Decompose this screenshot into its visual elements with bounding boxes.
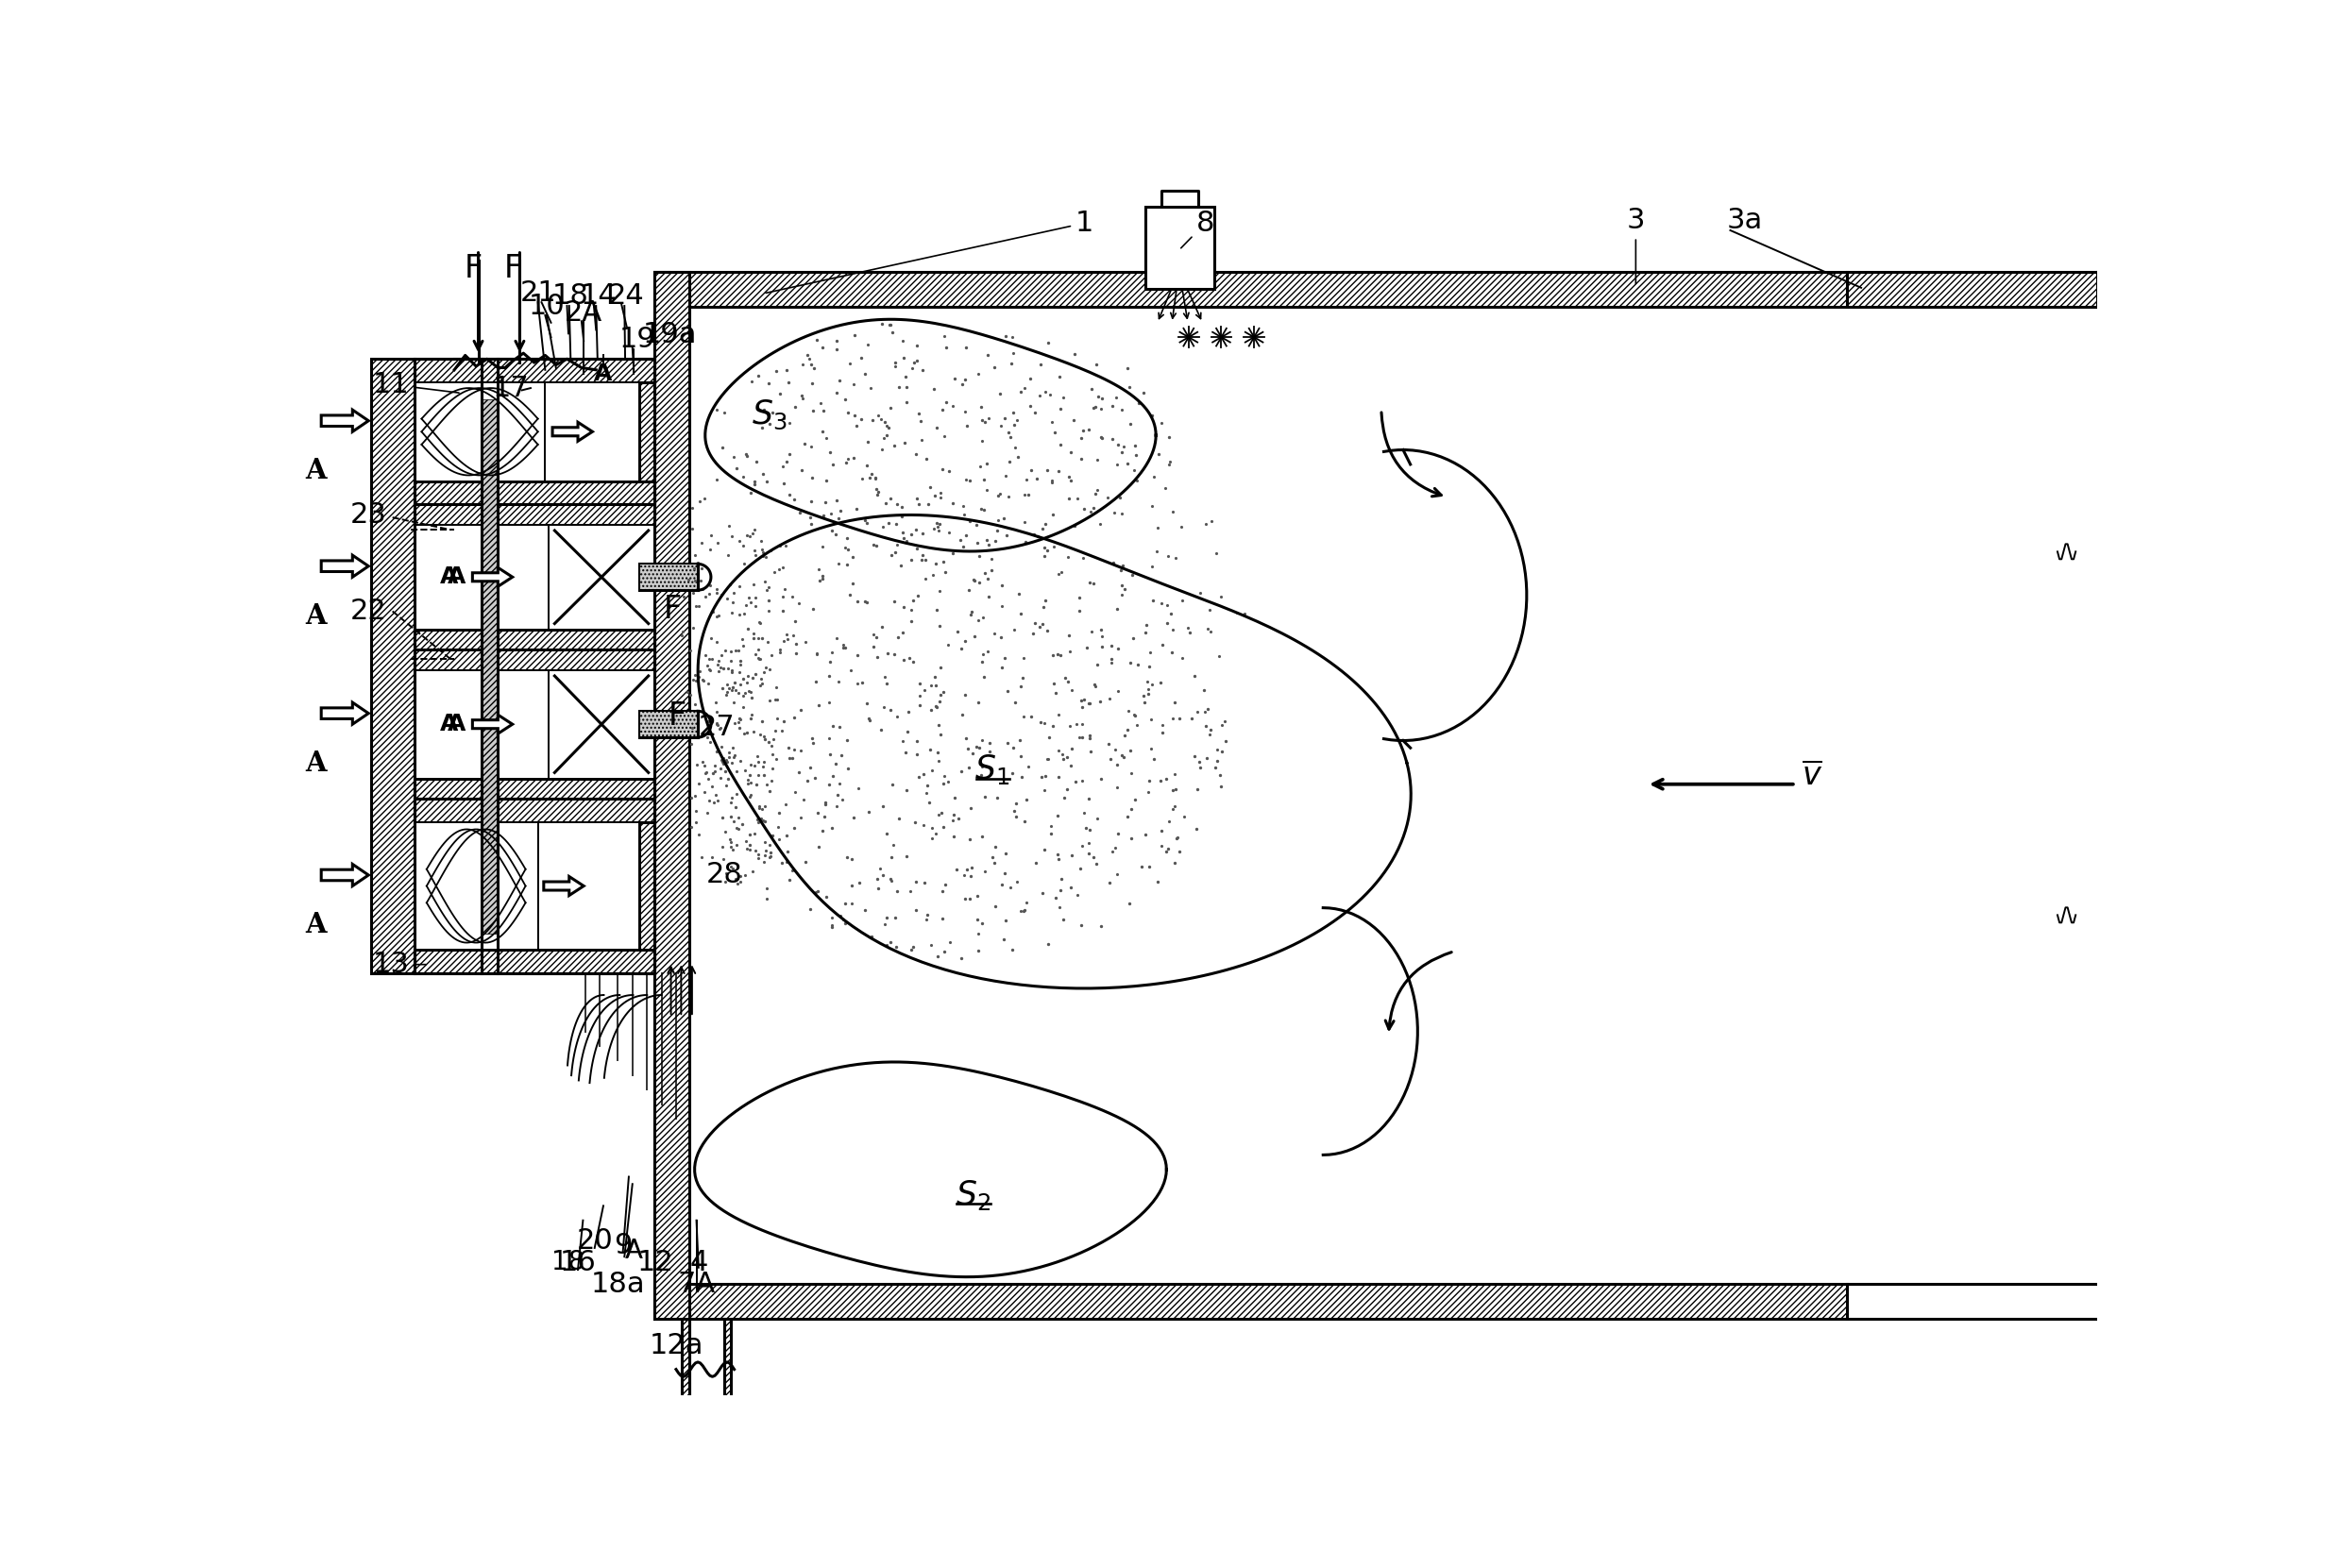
Bar (640, 712, 699, 737)
Text: 19a: 19a (643, 321, 696, 348)
Text: $\overline{v}$: $\overline{v}$ (1802, 760, 1823, 792)
Text: 12: 12 (638, 1248, 673, 1276)
Polygon shape (552, 422, 594, 441)
Text: F: F (668, 701, 687, 731)
Text: F: F (664, 594, 682, 626)
Text: 4: 4 (689, 1248, 708, 1276)
Bar (414, 481, 654, 505)
Bar (414, 629, 654, 649)
Bar (414, 798, 654, 820)
Bar (414, 525, 549, 629)
Text: 2A: 2A (566, 299, 603, 326)
Text: A: A (624, 1237, 643, 1264)
Text: 21: 21 (519, 279, 556, 307)
Bar (654, 1284, 1846, 1319)
Polygon shape (320, 702, 369, 724)
Polygon shape (320, 555, 369, 577)
Text: $S_3$: $S_3$ (753, 398, 788, 431)
Bar (640, 564, 699, 590)
Bar (654, 271, 668, 1319)
Text: 19: 19 (619, 326, 657, 353)
Bar (1846, 271, 2099, 307)
Text: A: A (446, 566, 465, 588)
Bar (372, 359, 414, 974)
Text: 7A: 7A (678, 1270, 715, 1298)
Text: 17: 17 (493, 375, 528, 401)
Text: F: F (465, 252, 481, 284)
Bar (549, 670, 654, 778)
Text: 24: 24 (608, 282, 645, 309)
Text: 3: 3 (1627, 207, 1645, 284)
Bar (414, 359, 654, 381)
Bar (414, 649, 654, 671)
Text: A: A (439, 566, 458, 588)
Text: 11: 11 (372, 370, 458, 398)
Bar (414, 359, 654, 974)
Text: 27: 27 (699, 713, 736, 742)
Text: 12a: 12a (650, 1331, 703, 1359)
Bar (453, 359, 596, 398)
Bar (414, 359, 654, 383)
Bar (640, 359, 654, 974)
Bar (414, 505, 654, 527)
Text: 18: 18 (552, 1250, 584, 1276)
Bar (414, 383, 545, 481)
Text: A: A (626, 1240, 643, 1262)
Bar (414, 822, 538, 950)
Text: 9: 9 (615, 1232, 631, 1259)
Text: 16: 16 (559, 1248, 596, 1276)
Bar (414, 778, 654, 798)
Bar (414, 649, 654, 670)
Text: 1: 1 (767, 210, 1094, 293)
Text: 20: 20 (577, 1228, 612, 1254)
Text: 22: 22 (351, 597, 388, 626)
Text: 10: 10 (528, 292, 566, 320)
Text: A: A (306, 911, 327, 939)
Polygon shape (472, 568, 512, 586)
Text: 14: 14 (580, 282, 617, 309)
Text: A: A (306, 602, 327, 630)
Text: A: A (439, 713, 458, 735)
Text: 13: 13 (372, 950, 425, 978)
Polygon shape (320, 864, 369, 886)
Text: 18a: 18a (591, 1270, 645, 1298)
Polygon shape (545, 877, 584, 895)
Text: A: A (306, 458, 327, 485)
Bar (481, 398, 498, 933)
Bar (538, 822, 640, 950)
Polygon shape (320, 409, 369, 431)
Bar (414, 952, 654, 974)
Text: A: A (594, 362, 612, 384)
Text: 28: 28 (706, 861, 743, 887)
Bar (549, 525, 654, 629)
Text: $S_2$: $S_2$ (956, 1178, 991, 1212)
Polygon shape (472, 715, 512, 734)
Text: F: F (505, 252, 521, 284)
Bar (414, 950, 654, 974)
Bar (414, 798, 654, 822)
Bar (640, 712, 699, 737)
Bar (414, 670, 549, 778)
Text: 18: 18 (552, 282, 589, 309)
Bar (654, 271, 1846, 307)
Text: A: A (306, 750, 327, 778)
Text: 23: 23 (351, 502, 388, 528)
Bar (654, 271, 689, 1319)
Bar (682, 1319, 689, 1465)
Bar (414, 505, 654, 525)
Text: A: A (446, 713, 465, 735)
Text: $S_1$: $S_1$ (975, 753, 1010, 787)
Bar (1145, 207, 1215, 289)
Text: 3a: 3a (1727, 207, 1762, 235)
Bar (724, 1319, 731, 1465)
Bar (545, 383, 640, 481)
Text: 8: 8 (1180, 210, 1215, 248)
Bar (640, 564, 699, 590)
